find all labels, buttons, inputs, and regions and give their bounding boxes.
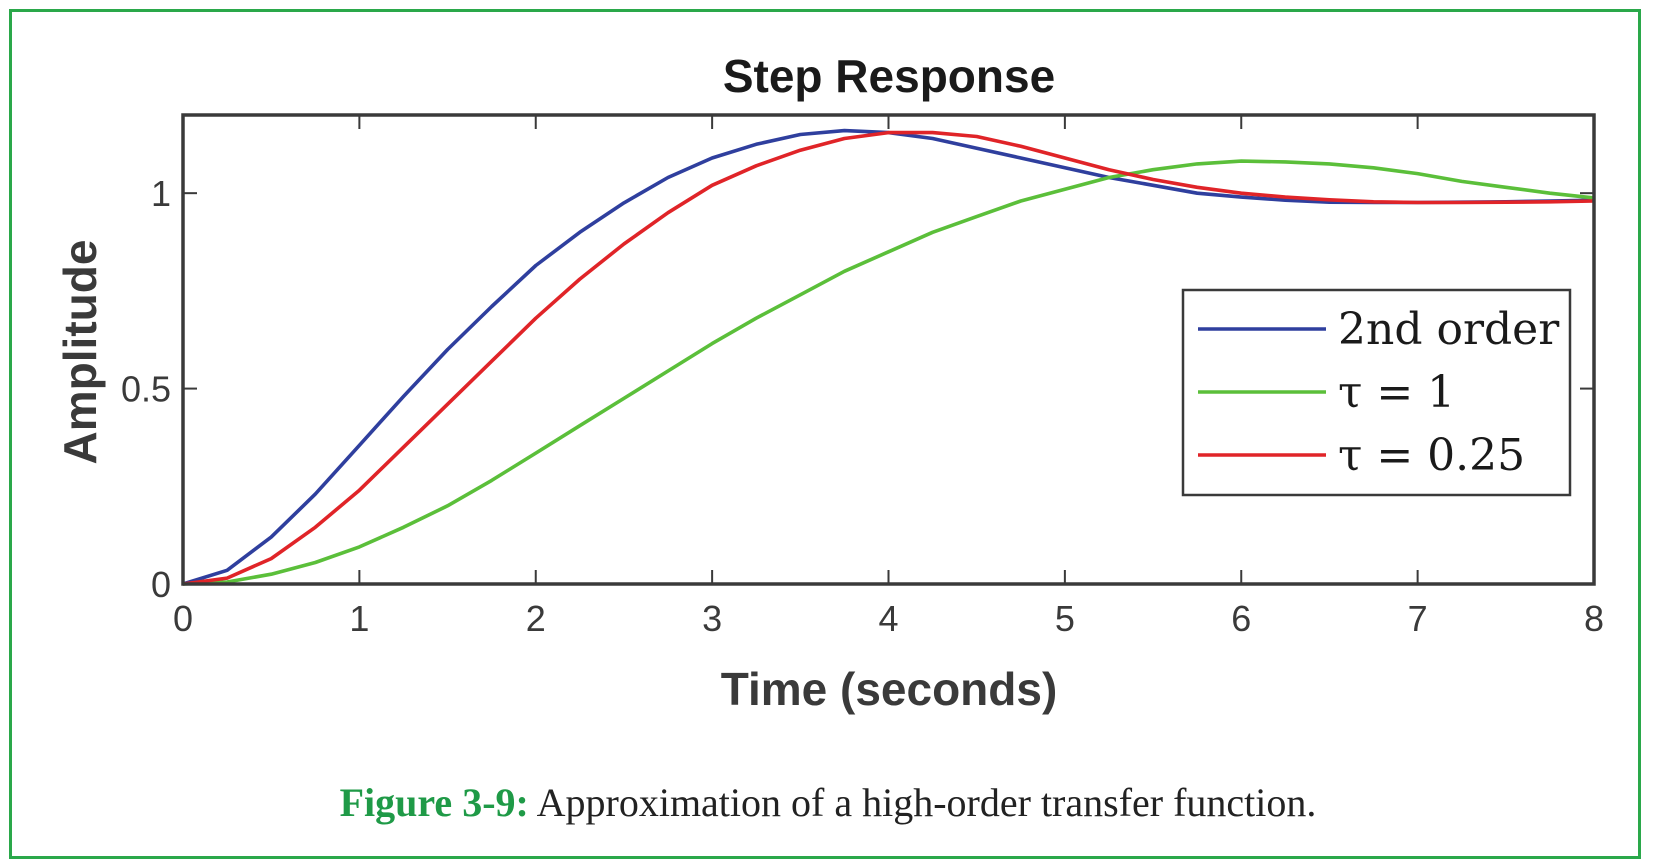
x-tick-label: 7 [1408,598,1428,639]
caption-label: Figure 3-9: [339,780,529,825]
chart-title: Step Response [723,50,1055,102]
x-tick-label: 5 [1055,598,1075,639]
series-line-2 [182,130,1595,586]
y-tick-label: 0 [151,564,171,605]
x-tick-label: 1 [349,598,369,639]
figure-frame [9,9,1641,859]
legend-label-1: τ = 1 [1338,367,1455,418]
x-tick-label: 4 [878,598,898,639]
series-line-1 [182,159,1595,586]
y-tick-label: 0.5 [121,369,171,410]
x-tick-label: 8 [1584,598,1604,639]
y-axis-label: Amplitude [54,240,106,465]
x-tick-label: 6 [1231,598,1251,639]
legend: 2nd order τ = 1 τ = 0.25 [1181,288,1572,497]
figure-caption: Figure 3-9: Approximation of a high-orde… [0,779,1656,826]
x-tick-label: 0 [173,598,193,639]
x-axis-label: Time (seconds) [721,663,1058,715]
legend-label-0: 2nd order [1338,304,1560,355]
caption-text: Approximation of a high-order transfer f… [528,780,1317,825]
plot-area: 0 1 2 3 4 5 6 7 8 0 0.5 1 [121,113,1604,639]
x-tick-label: 3 [702,598,722,639]
legend-label-2: τ = 0.25 [1338,430,1525,481]
x-tick-label: 2 [526,598,546,639]
y-tick-label: 1 [151,173,171,214]
